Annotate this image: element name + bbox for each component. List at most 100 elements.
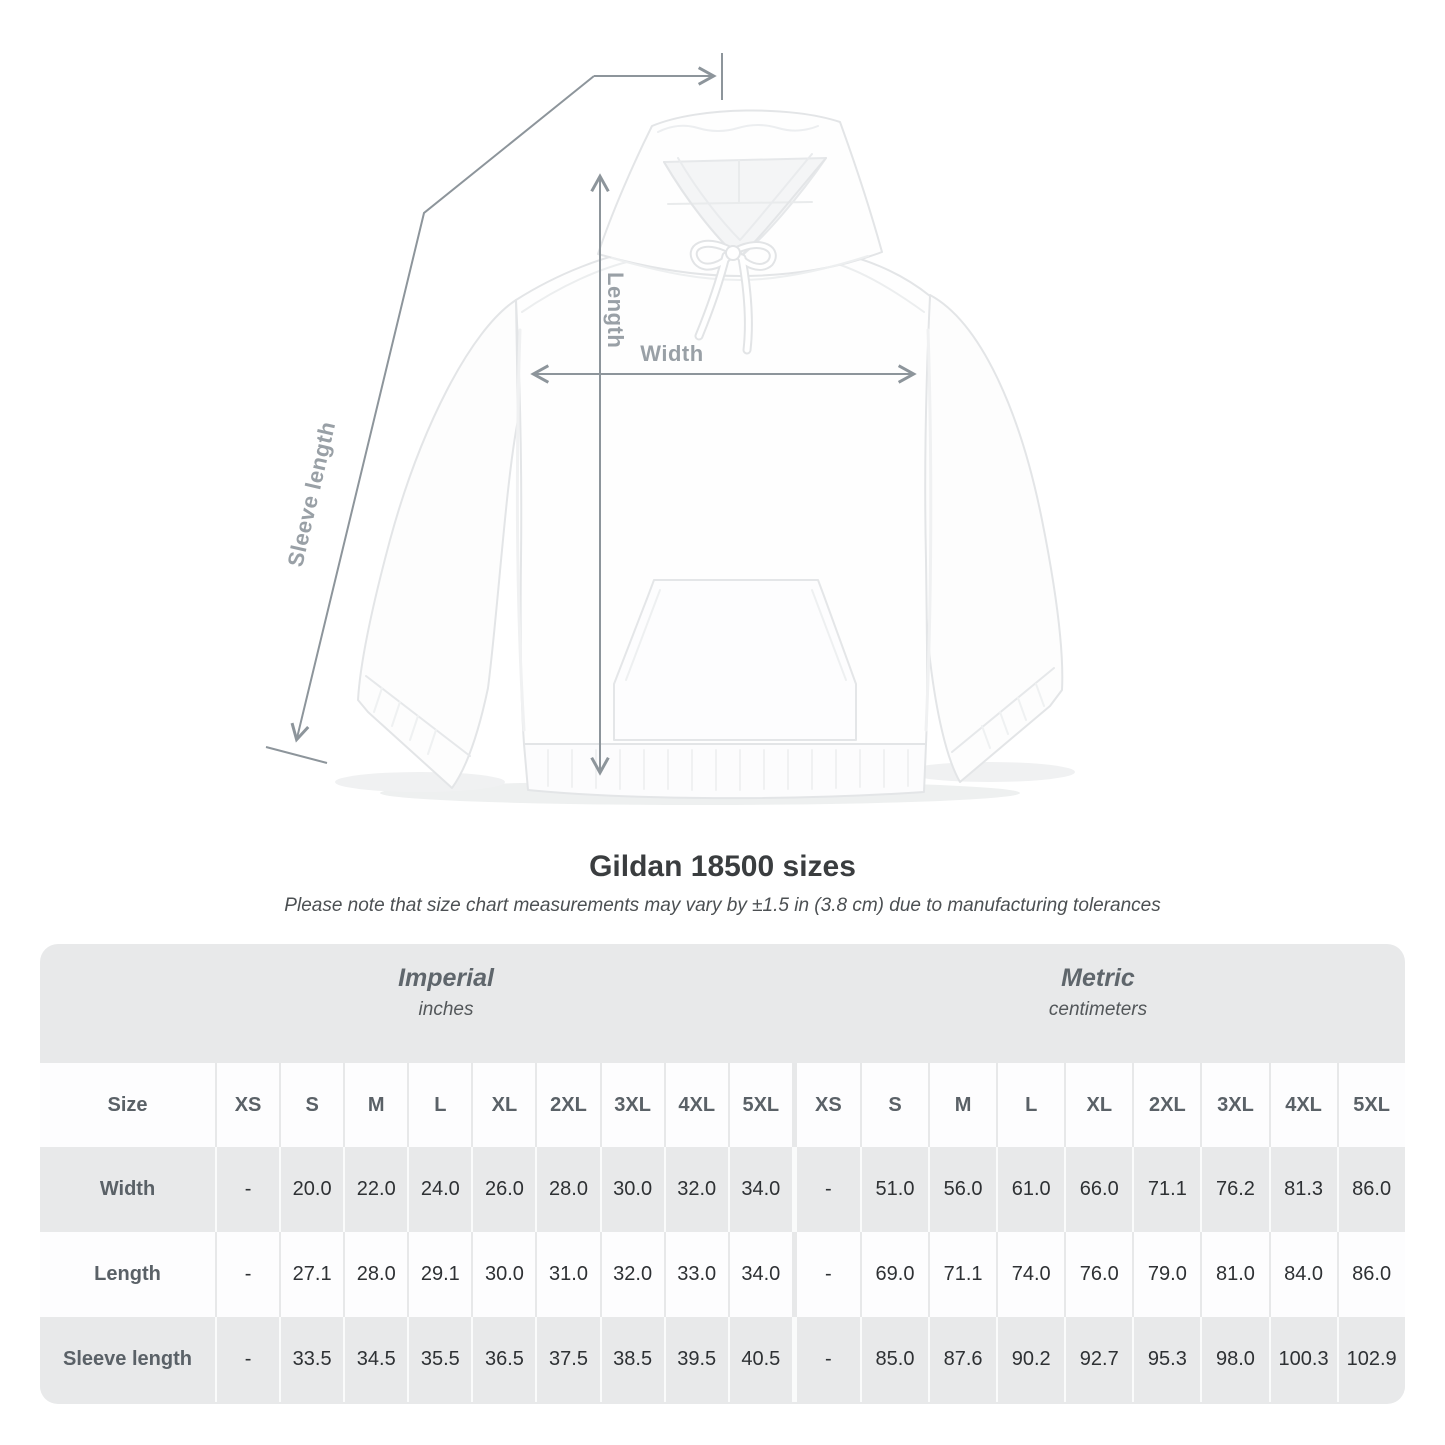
table-row-length: Length - 27.1 28.0 29.1 30.0 31.0 32.0 3… bbox=[40, 1232, 1405, 1317]
col-header: XL bbox=[1064, 1063, 1132, 1147]
row-label: Length bbox=[94, 1263, 161, 1285]
size-column-header: Size bbox=[107, 1093, 148, 1116]
hoodie-left-sleeve bbox=[357, 299, 519, 789]
value-cell: 81.3 bbox=[1268, 1147, 1337, 1232]
col-header: 3XL bbox=[1200, 1063, 1268, 1147]
col-header: S bbox=[859, 1063, 928, 1147]
value-cell: 29.1 bbox=[407, 1232, 471, 1317]
value-cell: - bbox=[215, 1317, 279, 1402]
col-header: XS bbox=[791, 1063, 860, 1147]
value-cell: 37.5 bbox=[535, 1317, 599, 1402]
col-header: M bbox=[928, 1063, 996, 1147]
value-cell: - bbox=[215, 1232, 279, 1317]
value-cell: 86.0 bbox=[1336, 1232, 1405, 1317]
col-header: 5XL bbox=[1336, 1063, 1405, 1147]
value-cell: 20.0 bbox=[279, 1147, 343, 1232]
col-header: 4XL bbox=[663, 1063, 728, 1147]
value-cell: 36.5 bbox=[471, 1317, 535, 1402]
value-cell: 98.0 bbox=[1200, 1317, 1268, 1402]
value-cell: 85.0 bbox=[859, 1317, 928, 1402]
value-cell: 39.5 bbox=[663, 1317, 728, 1402]
sleeve-end-tick bbox=[265, 746, 328, 764]
value-cell: 90.2 bbox=[996, 1317, 1064, 1402]
value-cell: 69.0 bbox=[859, 1232, 928, 1317]
value-cell: 32.0 bbox=[599, 1232, 664, 1317]
value-cell: 95.3 bbox=[1132, 1317, 1200, 1402]
value-cell: 51.0 bbox=[859, 1147, 928, 1232]
table-header-row: Size XS S M L XL 2XL 3XL 4XL 5XL XS S M … bbox=[40, 1063, 1405, 1147]
value-cell: - bbox=[215, 1147, 279, 1232]
value-cell: 61.0 bbox=[996, 1147, 1064, 1232]
value-cell: 27.1 bbox=[279, 1232, 343, 1317]
metric-group-header: Metric centimeters bbox=[1049, 964, 1147, 1021]
value-cell: 76.2 bbox=[1200, 1147, 1268, 1232]
hoodie-illustration bbox=[357, 109, 1064, 800]
value-cell: - bbox=[791, 1147, 860, 1232]
col-header: M bbox=[343, 1063, 407, 1147]
value-cell: 35.5 bbox=[407, 1317, 471, 1402]
value-cell: 28.0 bbox=[535, 1147, 599, 1232]
value-cell: 92.7 bbox=[1064, 1317, 1132, 1402]
hoodie-measurement-diagram: Width Length Sleeve length bbox=[265, 53, 1075, 805]
col-header: 3XL bbox=[599, 1063, 664, 1147]
value-cell: 38.5 bbox=[599, 1317, 664, 1402]
col-header: 2XL bbox=[535, 1063, 599, 1147]
table-row-sleeve-length: Sleeve length - 33.5 34.5 35.5 36.5 37.5… bbox=[40, 1317, 1405, 1402]
value-cell: - bbox=[791, 1317, 860, 1402]
hoodie-right-sleeve bbox=[920, 294, 1064, 783]
col-header: 2XL bbox=[1132, 1063, 1200, 1147]
value-cell: 34.5 bbox=[343, 1317, 407, 1402]
page-subtitle: Please note that size chart measurements… bbox=[284, 895, 1161, 916]
value-cell: 34.0 bbox=[727, 1232, 792, 1317]
col-header: XL bbox=[471, 1063, 535, 1147]
row-label: Width bbox=[99, 1178, 156, 1200]
hoodie-hem bbox=[523, 743, 927, 800]
imperial-group-header: Imperial inches bbox=[398, 964, 494, 1021]
imperial-unit: inches bbox=[418, 999, 474, 1020]
value-cell: 32.0 bbox=[663, 1147, 728, 1232]
col-header: 5XL bbox=[727, 1063, 792, 1147]
value-cell: 74.0 bbox=[996, 1232, 1064, 1317]
value-cell: 76.0 bbox=[1064, 1232, 1132, 1317]
value-cell: 79.0 bbox=[1132, 1232, 1200, 1317]
imperial-label: Imperial bbox=[398, 964, 494, 992]
value-cell: 26.0 bbox=[471, 1147, 535, 1232]
col-header: S bbox=[279, 1063, 343, 1147]
value-cell: 24.0 bbox=[407, 1147, 471, 1232]
value-cell: 71.1 bbox=[1132, 1147, 1200, 1232]
value-cell: 86.0 bbox=[1336, 1147, 1405, 1232]
value-cell: 30.0 bbox=[599, 1147, 664, 1232]
col-header: L bbox=[996, 1063, 1064, 1147]
value-cell: 87.6 bbox=[928, 1317, 996, 1402]
value-cell: 30.0 bbox=[471, 1232, 535, 1317]
value-cell: 102.9 bbox=[1336, 1317, 1405, 1402]
value-cell: 31.0 bbox=[535, 1232, 599, 1317]
hoodie-pocket bbox=[613, 579, 857, 741]
value-cell: 66.0 bbox=[1064, 1147, 1132, 1232]
metric-unit: centimeters bbox=[1048, 999, 1148, 1020]
size-table: Imperial inches Metric centimeters Size … bbox=[40, 944, 1405, 1404]
col-header: XS bbox=[215, 1063, 279, 1147]
col-header: L bbox=[407, 1063, 471, 1147]
value-cell: 33.0 bbox=[663, 1232, 728, 1317]
metric-label: Metric bbox=[1061, 964, 1135, 992]
width-label: Width bbox=[640, 341, 703, 366]
length-label: Length bbox=[603, 272, 628, 348]
sleeve-length-line bbox=[290, 75, 595, 743]
value-cell: 100.3 bbox=[1268, 1317, 1337, 1402]
value-cell: 56.0 bbox=[928, 1147, 996, 1232]
value-cell: 84.0 bbox=[1268, 1232, 1337, 1317]
value-cell: 40.5 bbox=[727, 1317, 792, 1402]
value-cell: 33.5 bbox=[279, 1317, 343, 1402]
col-header: 4XL bbox=[1268, 1063, 1337, 1147]
value-cell: 28.0 bbox=[343, 1232, 407, 1317]
page-title: Gildan 18500 sizes bbox=[589, 850, 856, 883]
sleeve-length-label: Sleeve length bbox=[283, 419, 341, 569]
row-label: Sleeve length bbox=[63, 1348, 192, 1370]
value-cell: 81.0 bbox=[1200, 1232, 1268, 1317]
size-table-body: Size XS S M L XL 2XL 3XL 4XL 5XL XS S M … bbox=[40, 1063, 1405, 1402]
value-cell: 71.1 bbox=[928, 1232, 996, 1317]
measurement-annotations bbox=[265, 53, 917, 776]
value-cell: 22.0 bbox=[343, 1147, 407, 1232]
table-row-width: Width - 20.0 22.0 24.0 26.0 28.0 30.0 32… bbox=[40, 1147, 1405, 1232]
